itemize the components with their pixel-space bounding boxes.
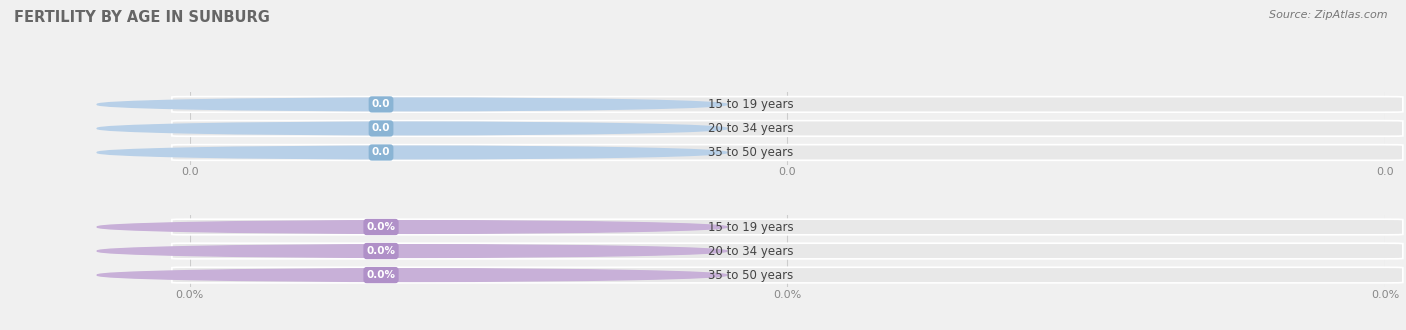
FancyBboxPatch shape — [172, 243, 1403, 259]
Circle shape — [97, 122, 727, 135]
Text: 20 to 34 years: 20 to 34 years — [709, 122, 794, 135]
FancyBboxPatch shape — [172, 219, 1403, 235]
Text: 0.0%: 0.0% — [367, 222, 395, 232]
Circle shape — [97, 98, 727, 111]
FancyBboxPatch shape — [172, 145, 1403, 160]
Text: 35 to 50 years: 35 to 50 years — [709, 269, 794, 281]
Text: 0.0: 0.0 — [371, 99, 391, 110]
Text: 0.0%: 0.0% — [367, 270, 395, 280]
FancyBboxPatch shape — [172, 267, 1403, 283]
Text: 0.0: 0.0 — [371, 123, 391, 133]
Text: FERTILITY BY AGE IN SUNBURG: FERTILITY BY AGE IN SUNBURG — [14, 10, 270, 25]
Circle shape — [97, 221, 727, 233]
Text: 15 to 19 years: 15 to 19 years — [709, 220, 794, 234]
FancyBboxPatch shape — [172, 121, 1403, 136]
Circle shape — [97, 146, 727, 159]
Text: 0.0: 0.0 — [371, 148, 391, 157]
FancyBboxPatch shape — [172, 97, 1403, 112]
Text: 0.0%: 0.0% — [367, 246, 395, 256]
Text: 35 to 50 years: 35 to 50 years — [709, 146, 794, 159]
Text: Source: ZipAtlas.com: Source: ZipAtlas.com — [1270, 10, 1388, 20]
Circle shape — [97, 269, 727, 281]
Circle shape — [97, 245, 727, 257]
Text: 15 to 19 years: 15 to 19 years — [709, 98, 794, 111]
Text: 20 to 34 years: 20 to 34 years — [709, 245, 794, 257]
